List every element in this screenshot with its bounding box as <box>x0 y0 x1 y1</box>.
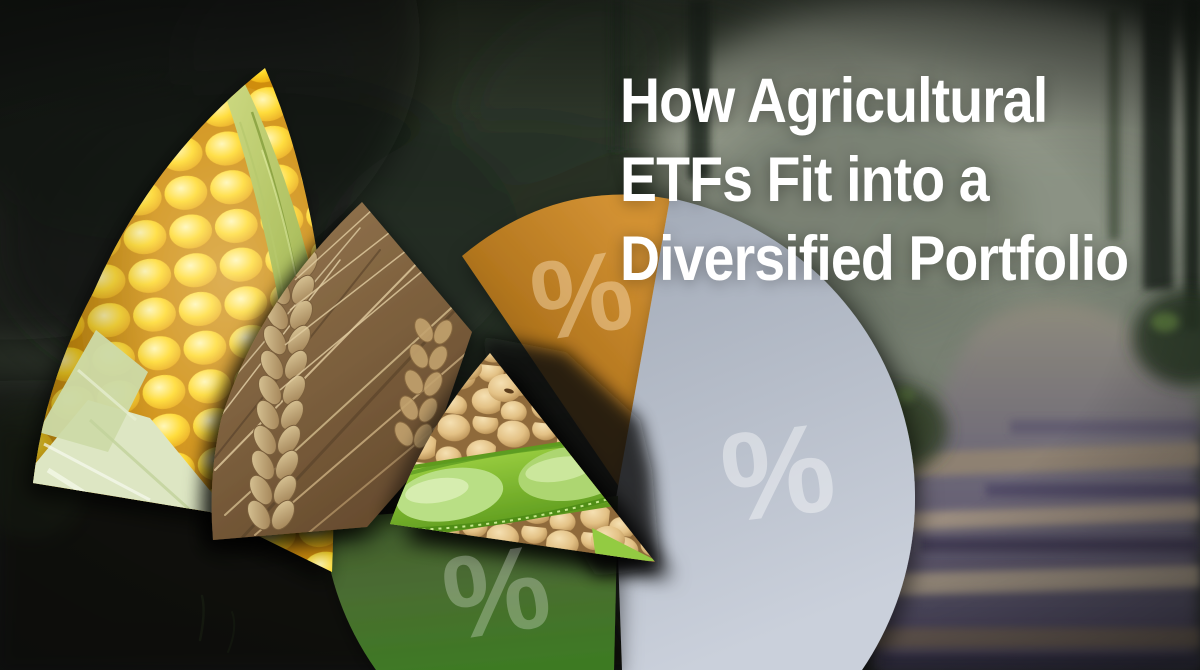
title-line-3: Diversified Portfolio <box>620 224 1129 294</box>
percent-symbol-silver-slice: % <box>713 395 843 550</box>
percent-symbol-brown-slice: % <box>522 225 641 366</box>
wheat-ear-second <box>394 317 453 449</box>
soybean-pod-tip <box>592 528 655 561</box>
page-title: How Agricultural ETFs Fit into a Diversi… <box>620 62 1200 299</box>
pie-slice-silver <box>616 198 916 670</box>
title-line-1: How Agricultural <box>620 66 1048 136</box>
percent-symbol-green-slice: % <box>434 519 559 667</box>
title-line-2: ETFs Fit into a <box>620 145 990 215</box>
